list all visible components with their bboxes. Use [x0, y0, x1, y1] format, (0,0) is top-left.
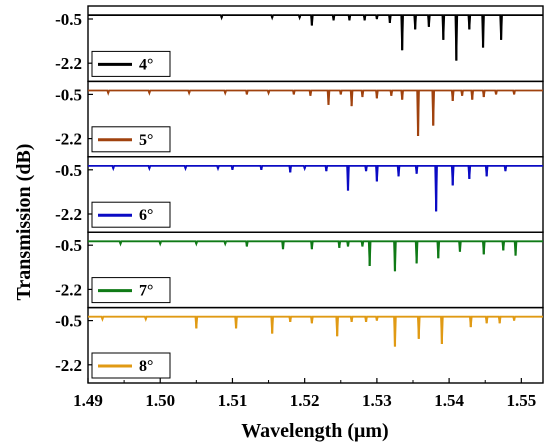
panel-0: -0.5 -2.2 4°: [55, 5, 544, 83]
y-tick-label: -0.5: [55, 161, 82, 180]
y-tick-label: -2.2: [55, 130, 82, 149]
x-axis-title: Wavelength (μm): [241, 420, 388, 442]
series-line-3: [88, 240, 543, 272]
panel-1: -0.5 -2.2 5°: [55, 80, 544, 158]
panels: -0.5 -2.2 4° -0.5 -2.2 5° -0.5 -2.2 6° -0.5 -2.2 7°…: [55, 5, 544, 384]
legend-label: 6°: [139, 207, 153, 224]
panel-frame: [87, 306, 544, 384]
x-axis: 1.49 1.50 1.51 1.52 1.53 1.54 1.55: [73, 378, 536, 410]
y-tick-label: -2.2: [55, 280, 82, 299]
legend-label: 5°: [139, 132, 153, 149]
y-tick-label: -0.5: [55, 85, 82, 104]
x-tick-label: 1.52: [290, 391, 320, 410]
y-tick-label: -0.5: [55, 10, 82, 29]
legend-label: 7°: [139, 283, 153, 300]
x-tick-label: 1.50: [145, 391, 175, 410]
y-tick-label: -0.5: [55, 312, 82, 331]
x-tick-label: 1.55: [506, 391, 536, 410]
x-tick-label: 1.53: [362, 391, 392, 410]
x-tick-label: 1.51: [218, 391, 248, 410]
x-tick-label: 1.49: [73, 391, 103, 410]
series-line-4: [88, 315, 543, 347]
panel-2: -0.5 -2.2 6°: [55, 156, 544, 233]
y-tick-label: -2.2: [55, 54, 82, 73]
x-tick-label: 1.54: [434, 391, 464, 410]
y-axis-title: Transmission (dB): [13, 144, 35, 301]
y-tick-label: -2.2: [55, 356, 82, 375]
panel-4: -0.5 -2.2 8°: [55, 306, 544, 384]
legend-label: 4°: [139, 56, 153, 73]
panel-3: -0.5 -2.2 7°: [55, 231, 544, 309]
legend-label: 8°: [139, 358, 153, 375]
y-tick-label: -0.5: [55, 236, 82, 255]
y-tick-label: -2.2: [55, 205, 82, 224]
